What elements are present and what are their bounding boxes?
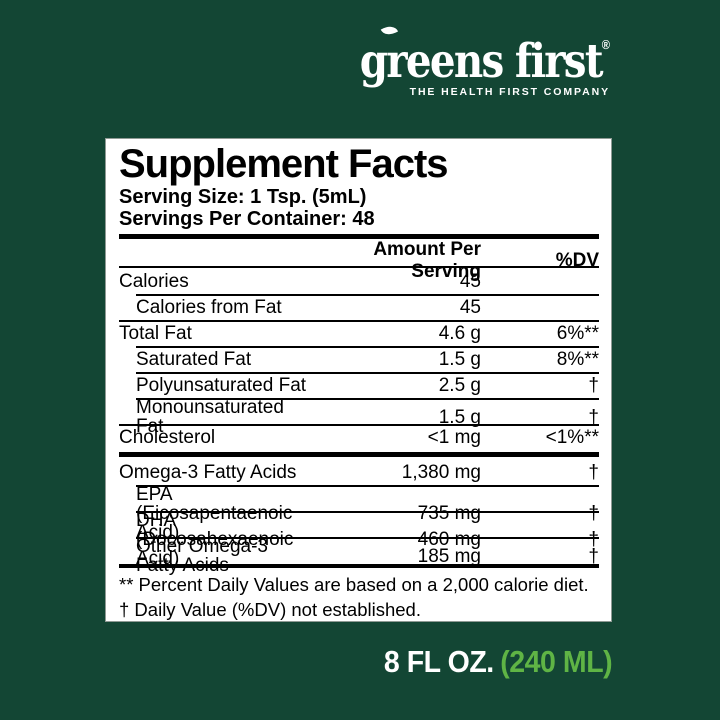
nutrient-amount: 1.5 g [438, 406, 481, 428]
nutrient-name: Calories from Fat [136, 296, 282, 318]
nutrient-amount: <1 mg [427, 426, 481, 448]
nutrient-name: EPA (Eicosapentaenoic Acid) [136, 484, 293, 544]
nutrient-dv: † [588, 461, 599, 483]
nutrient-amount: 45 [459, 296, 481, 318]
nutrient-dv: † [588, 529, 599, 551]
nutrient-amount: 1,380 mg [401, 461, 481, 483]
nutrient-dv: <1%** [545, 426, 599, 448]
nutrient-name: Other Omega-3 Fatty Acids [136, 536, 268, 577]
nutrient-dv: 6%** [556, 322, 599, 344]
nutrient-row: Monounsaturated Fat 1.5 g † [119, 398, 599, 436]
net-contents: 8 FL OZ. (240 ML) [383, 644, 613, 680]
nutrient-dv: 8%** [556, 348, 599, 370]
footnotes: ** Percent Daily Values are based on a 2… [119, 568, 599, 623]
nutrient-name: Monounsaturated Fat [136, 397, 284, 438]
nutrient-dv: † [588, 545, 599, 567]
nutrient-row: Calories from Fat 45 [119, 294, 599, 320]
nutrient-amount: 4.6 g [438, 322, 481, 344]
nutrient-amount: 1.5 g [438, 348, 481, 370]
nutrient-name: Omega-3 Fatty Acids [119, 461, 297, 483]
nutrient-row: Saturated Fat 1.5 g 8%** [119, 346, 599, 372]
serving-size: Serving Size: 1 Tsp. (5mL) [119, 185, 367, 208]
supplement-facts-panel: Supplement Facts Serving Size: 1 Tsp. (5… [105, 138, 612, 622]
nutrient-amount: 735 mg [417, 503, 481, 525]
nutrient-name: DHA (Docosahexaenoic Acid) [136, 510, 294, 570]
registered-trademark: ® [601, 37, 610, 52]
nutrient-amount: 460 mg [417, 529, 481, 551]
nutrient-dv: † [588, 374, 599, 396]
nutrient-dv: † [588, 406, 599, 428]
footnote-dv-not-established: † Daily Value (%DV) not established. [119, 599, 421, 621]
brand-tagline: THE HEALTH FIRST COMPANY [409, 86, 610, 98]
nutrient-row: Other Omega-3 Fatty Acids 185 mg † [119, 537, 599, 575]
nutrient-name: Polyunsaturated Fat [136, 374, 307, 396]
divider-thick-bottom [119, 564, 599, 569]
nutrient-amount: 185 mg [417, 545, 481, 567]
nutrient-dv: † [588, 503, 599, 525]
divider-thick-top [119, 234, 599, 240]
footnote-daily-values: ** Percent Daily Values are based on a 2… [119, 574, 589, 596]
column-header-amount: Amount Per Serving [373, 239, 481, 283]
nutrient-row: Omega-3 Fatty Acids 1,380 mg † [119, 452, 599, 485]
nutrient-name: Cholesterol [119, 426, 216, 448]
nutrient-row: DHA (Docosahexaenoic Acid) 460 mg † [119, 511, 599, 568]
supplement-facts-title: Supplement Facts [119, 142, 449, 186]
brand-name: greens first [359, 34, 604, 89]
nutrient-name: Total Fat [119, 322, 192, 344]
net-contents-oz: 8 FL OZ. [383, 644, 494, 679]
nutrient-amount: 45 [459, 270, 481, 292]
nutrient-name: Saturated Fat [136, 348, 252, 370]
brand-logo: greens first® THE HEALTH FIRST COMPANY [319, 21, 610, 98]
net-contents-ml: (240 ML) [499, 644, 612, 679]
column-header-dv: %DV [555, 250, 599, 272]
nutrient-row: Total Fat 4.6 g 6%** [119, 320, 599, 346]
servings-per-container: Servings Per Container: 48 [119, 207, 375, 230]
nutrient-row: Polyunsaturated Fat 2.5 g † [119, 372, 599, 398]
nutrient-row: Calories 45 [119, 268, 599, 294]
brand-wordmark: greens first® [360, 21, 610, 85]
nutrient-name: Calories [119, 270, 189, 292]
nutrient-row: EPA (Eicosapentaenoic Acid) 735 mg † [119, 485, 599, 542]
table-header-row: Amount Per Serving %DV [119, 239, 599, 282]
nutrient-row: Cholesterol <1 mg <1%** [119, 424, 599, 450]
nutrient-table: Calories 45 Calories from Fat 45 Total Fat 4.… [119, 268, 599, 575]
nutrient-amount: 2.5 g [438, 374, 481, 396]
